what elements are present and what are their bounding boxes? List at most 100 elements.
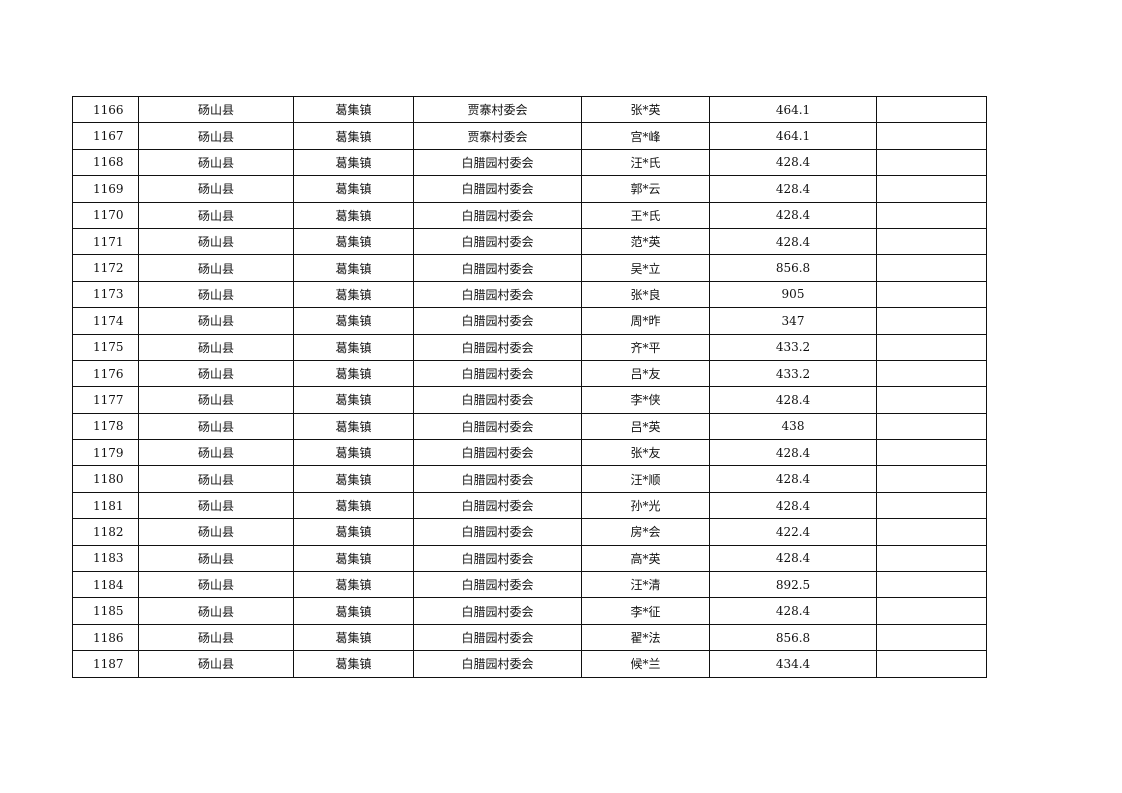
amount-cell: 434.4 — [709, 650, 877, 678]
amount-cell: 347 — [709, 307, 877, 335]
remarks-cell — [876, 439, 987, 467]
person-name-cell: 李*征 — [581, 597, 710, 625]
county-cell: 砀山县 — [138, 650, 294, 678]
table-row: 1183 砀山县 葛集镇 白腊园村委会 高*英 428.4 — [72, 544, 987, 573]
village-committee-cell: 白腊园村委会 — [413, 491, 582, 520]
row-number-cell: 1172 — [72, 254, 139, 282]
town-cell: 葛集镇 — [293, 518, 414, 546]
town-cell: 葛集镇 — [293, 122, 414, 150]
row-number-cell: 1170 — [72, 201, 139, 229]
row-number-cell: 1171 — [72, 227, 139, 256]
amount-cell: 428.4 — [709, 148, 877, 177]
county-cell: 砀山县 — [138, 280, 294, 309]
amount-cell: 428.4 — [709, 227, 877, 256]
row-number-cell: 1187 — [72, 650, 139, 678]
village-committee-cell: 白腊园村委会 — [413, 227, 582, 256]
amount-cell: 856.8 — [709, 254, 877, 282]
village-committee-cell: 白腊园村委会 — [413, 518, 582, 546]
table-row: 1173 砀山县 葛集镇 白腊园村委会 张*良 905 — [72, 280, 987, 309]
row-number-cell: 1181 — [72, 491, 139, 520]
village-committee-cell: 白腊园村委会 — [413, 386, 582, 414]
county-cell: 砀山县 — [138, 254, 294, 282]
row-number-cell: 1173 — [72, 280, 139, 309]
village-committee-cell: 贾寨村委会 — [413, 122, 582, 150]
village-committee-cell: 白腊园村委会 — [413, 175, 582, 203]
person-name-cell: 候*兰 — [581, 650, 710, 678]
table-row: 1171 砀山县 葛集镇 白腊园村委会 范*英 428.4 — [72, 227, 987, 256]
remarks-cell — [876, 412, 987, 441]
person-name-cell: 张*英 — [581, 95, 710, 124]
remarks-cell — [876, 307, 987, 335]
remarks-cell — [876, 95, 987, 124]
amount-cell: 856.8 — [709, 623, 877, 652]
table-row: 1175 砀山县 葛集镇 白腊园村委会 齐*平 433.2 — [72, 333, 987, 361]
county-cell: 砀山县 — [138, 175, 294, 203]
row-number-cell: 1183 — [72, 544, 139, 573]
row-number-cell: 1179 — [72, 439, 139, 467]
remarks-cell — [876, 359, 987, 388]
row-number-cell: 1184 — [72, 571, 139, 599]
remarks-cell — [876, 544, 987, 573]
county-cell: 砀山县 — [138, 201, 294, 229]
remarks-cell — [876, 623, 987, 652]
amount-cell: 428.4 — [709, 175, 877, 203]
county-cell: 砀山县 — [138, 597, 294, 625]
town-cell: 葛集镇 — [293, 148, 414, 177]
data-table: 1166 砀山县 葛集镇 贾寨村委会 张*英 464.1 1167 砀山县 葛集镇 贾寨村委会 宫*… — [72, 95, 987, 678]
county-cell: 砀山县 — [138, 227, 294, 256]
table-row: 1186 砀山县 葛集镇 白腊园村委会 翟*法 856.8 — [72, 623, 987, 652]
town-cell: 葛集镇 — [293, 544, 414, 573]
row-number-cell: 1166 — [72, 95, 139, 124]
row-number-cell: 1182 — [72, 518, 139, 546]
amount-cell: 428.4 — [709, 597, 877, 625]
table-row: 1180 砀山县 葛集镇 白腊园村委会 汪*顺 428.4 — [72, 465, 987, 493]
town-cell: 葛集镇 — [293, 386, 414, 414]
table-row: 1178 砀山县 葛集镇 白腊园村委会 吕*英 438 — [72, 412, 987, 441]
table-row: 1187 砀山县 葛集镇 白腊园村委会 候*兰 434.4 — [72, 650, 987, 678]
village-committee-cell: 白腊园村委会 — [413, 148, 582, 177]
amount-cell: 433.2 — [709, 359, 877, 388]
remarks-cell — [876, 491, 987, 520]
amount-cell: 428.4 — [709, 544, 877, 573]
village-committee-cell: 白腊园村委会 — [413, 465, 582, 493]
person-name-cell: 范*英 — [581, 227, 710, 256]
village-committee-cell: 白腊园村委会 — [413, 544, 582, 573]
remarks-cell — [876, 280, 987, 309]
table-row: 1169 砀山县 葛集镇 白腊园村委会 郭*云 428.4 — [72, 175, 987, 203]
county-cell: 砀山县 — [138, 307, 294, 335]
town-cell: 葛集镇 — [293, 491, 414, 520]
county-cell: 砀山县 — [138, 122, 294, 150]
remarks-cell — [876, 254, 987, 282]
remarks-cell — [876, 571, 987, 599]
amount-cell: 438 — [709, 412, 877, 441]
amount-cell: 428.4 — [709, 386, 877, 414]
village-committee-cell: 白腊园村委会 — [413, 412, 582, 441]
remarks-cell — [876, 333, 987, 361]
remarks-cell — [876, 175, 987, 203]
village-committee-cell: 白腊园村委会 — [413, 333, 582, 361]
person-name-cell: 吕*友 — [581, 359, 710, 388]
remarks-cell — [876, 122, 987, 150]
row-number-cell: 1174 — [72, 307, 139, 335]
person-name-cell: 房*会 — [581, 518, 710, 546]
table-row: 1166 砀山县 葛集镇 贾寨村委会 张*英 464.1 — [72, 95, 987, 124]
person-name-cell: 周*昨 — [581, 307, 710, 335]
village-committee-cell: 白腊园村委会 — [413, 650, 582, 678]
amount-cell: 433.2 — [709, 333, 877, 361]
amount-cell: 428.4 — [709, 491, 877, 520]
table-row: 1176 砀山县 葛集镇 白腊园村委会 吕*友 433.2 — [72, 359, 987, 388]
county-cell: 砀山县 — [138, 465, 294, 493]
county-cell: 砀山县 — [138, 544, 294, 573]
town-cell: 葛集镇 — [293, 175, 414, 203]
remarks-cell — [876, 386, 987, 414]
amount-cell: 428.4 — [709, 201, 877, 229]
county-cell: 砀山县 — [138, 333, 294, 361]
person-name-cell: 吴*立 — [581, 254, 710, 282]
county-cell: 砀山县 — [138, 491, 294, 520]
person-name-cell: 孙*光 — [581, 491, 710, 520]
person-name-cell: 王*氏 — [581, 201, 710, 229]
row-number-cell: 1186 — [72, 623, 139, 652]
village-committee-cell: 贾寨村委会 — [413, 95, 582, 124]
town-cell: 葛集镇 — [293, 650, 414, 678]
row-number-cell: 1180 — [72, 465, 139, 493]
